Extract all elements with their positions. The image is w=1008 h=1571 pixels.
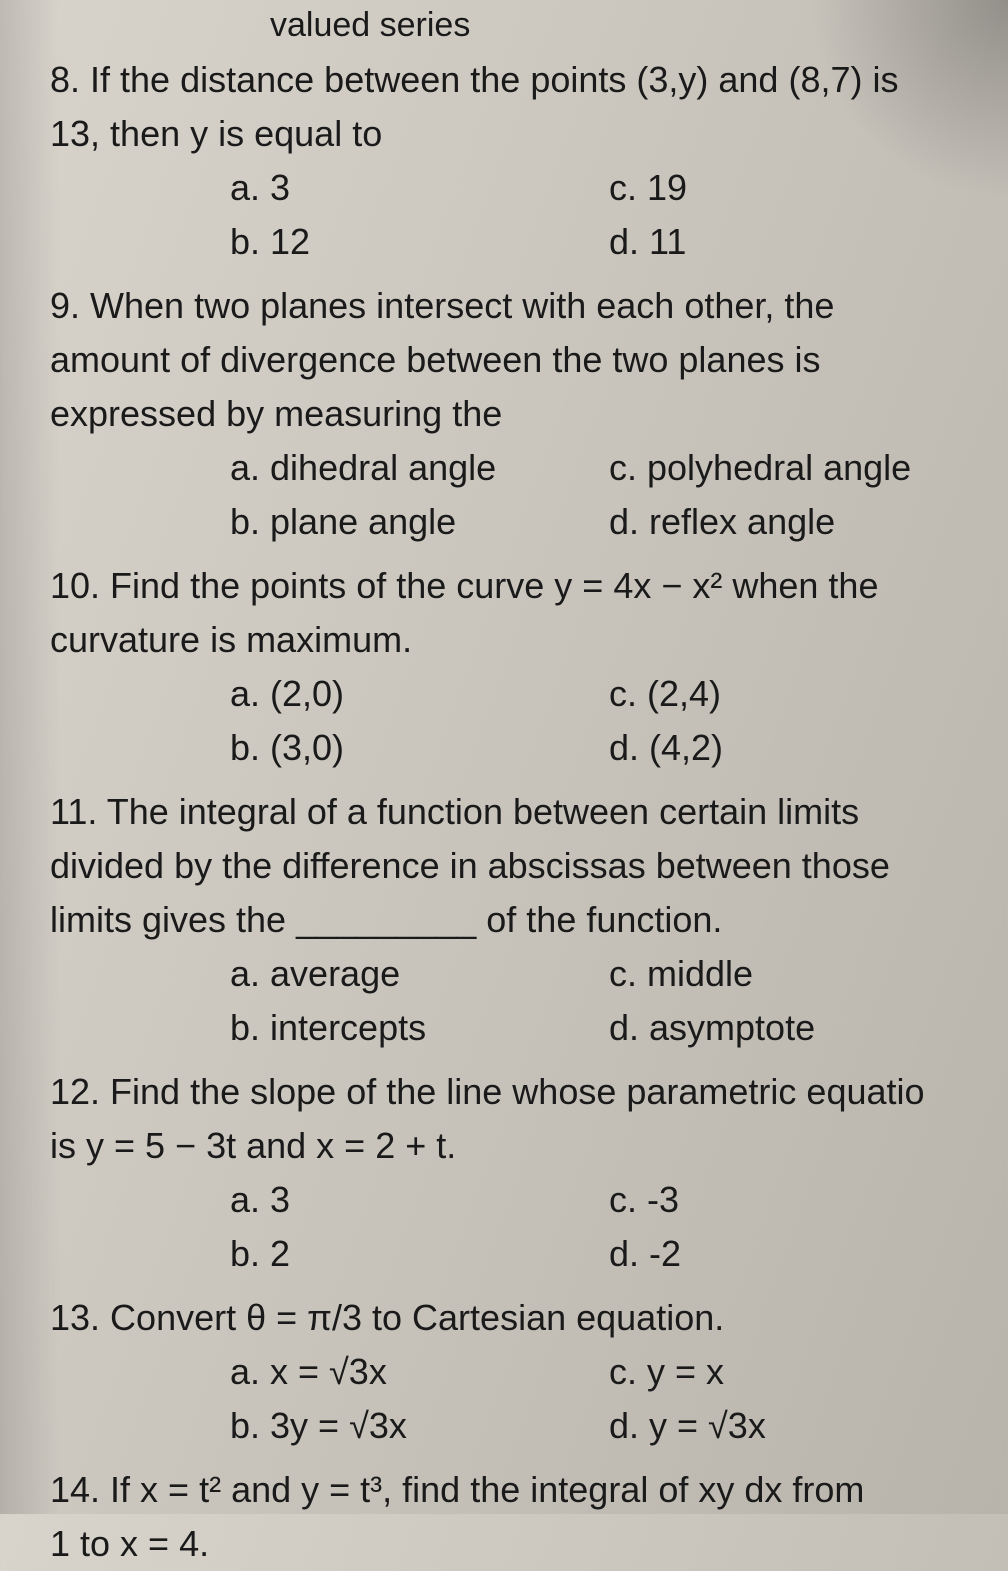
option-a: a. 3 [230, 1173, 569, 1227]
q-line: amount of divergence between the two pla… [50, 339, 820, 380]
q-line: 8. If the distance between the points (3… [50, 59, 898, 100]
option-a: a. average [230, 947, 569, 1001]
question-text: 9. When two planes intersect with each o… [50, 279, 978, 441]
option-c: c. y = x [609, 1345, 948, 1399]
q-line: 10. Find the points of the curve y = 4x … [50, 565, 878, 606]
page-content: valued series 8. If the distance between… [50, 0, 978, 1571]
q-line: 9. When two planes intersect with each o… [50, 285, 834, 326]
question-12: 12. Find the slope of the line whose par… [50, 1065, 978, 1281]
options-grid: a. dihedral angle c. polyhedral angle b.… [50, 441, 978, 549]
option-a: a. (2,0) [230, 667, 569, 721]
question-14: 14. If x = t² and y = t³, find the integ… [50, 1463, 978, 1571]
options-grid: a. average c. middle b. intercepts d. as… [50, 947, 978, 1055]
options-grid: a. x = √3x c. y = x b. 3y = √3x d. y = √… [50, 1345, 978, 1453]
question-text: 10. Find the points of the curve y = 4x … [50, 559, 978, 667]
q-line: 11. The integral of a function between c… [50, 791, 859, 832]
question-text: 8. If the distance between the points (3… [50, 53, 978, 161]
option-a: a. x = √3x [230, 1345, 569, 1399]
option-c: c. middle [609, 947, 948, 1001]
question-9: 9. When two planes intersect with each o… [50, 279, 978, 549]
option-d: d. y = √3x [609, 1399, 948, 1453]
option-b: b. 3y = √3x [230, 1399, 569, 1453]
question-text: 1 to x = 4. [50, 1517, 978, 1571]
question-text: 14. If x = t² and y = t³, find the integ… [50, 1463, 978, 1517]
option-b: b. 2 [230, 1227, 569, 1281]
option-d: d. 11 [609, 215, 948, 269]
option-c: c. 19 [609, 161, 948, 215]
question-8: 8. If the distance between the points (3… [50, 53, 978, 269]
q-line: curvature is maximum. [50, 619, 412, 660]
option-d: d. -2 [609, 1227, 948, 1281]
question-text: is y = 5 − 3t and x = 2 + t. [50, 1119, 978, 1173]
option-d: d. (4,2) [609, 721, 948, 775]
question-10: 10. Find the points of the curve y = 4x … [50, 559, 978, 775]
option-d: d. reflex angle [609, 495, 948, 549]
q-line: 12. Find the slope of the line whose par… [50, 1071, 925, 1112]
option-d: d. asymptote [609, 1001, 948, 1055]
q-line: divided by the difference in abscissas b… [50, 845, 890, 886]
option-c: c. (2,4) [609, 667, 948, 721]
option-a: a. dihedral angle [230, 441, 569, 495]
options-grid: a. 3 c. 19 b. 12 d. 11 [50, 161, 978, 269]
q-line: is y = 5 − 3t and x = 2 + t. [50, 1125, 456, 1166]
option-b: b. 12 [230, 215, 569, 269]
options-grid: a. (2,0) c. (2,4) b. (3,0) d. (4,2) [50, 667, 978, 775]
option-b: b. plane angle [230, 495, 569, 549]
q-line: 1 to x = 4. [50, 1523, 209, 1564]
option-c: c. polyhedral angle [609, 441, 948, 495]
question-text: 12. Find the slope of the line whose par… [50, 1065, 978, 1119]
q-line: 13, then y is equal to [50, 113, 382, 154]
option-c: c. -3 [609, 1173, 948, 1227]
options-grid: a. 3 c. -3 b. 2 d. -2 [50, 1173, 978, 1281]
question-text: 11. The integral of a function between c… [50, 785, 978, 947]
question-text: 13. Convert θ = π/3 to Cartesian equatio… [50, 1291, 978, 1345]
question-13: 13. Convert θ = π/3 to Cartesian equatio… [50, 1291, 978, 1453]
option-a: a. 3 [230, 161, 569, 215]
question-11: 11. The integral of a function between c… [50, 785, 978, 1055]
q-line: 14. If x = t² and y = t³, find the integ… [50, 1469, 864, 1510]
q-line: 13. Convert θ = π/3 to Cartesian equatio… [50, 1297, 724, 1338]
q-line: limits gives the _________ of the functi… [50, 899, 722, 940]
header-fragment: valued series [50, 0, 978, 51]
option-b: b. intercepts [230, 1001, 569, 1055]
option-b: b. (3,0) [230, 721, 569, 775]
q-line: expressed by measuring the [50, 393, 502, 434]
